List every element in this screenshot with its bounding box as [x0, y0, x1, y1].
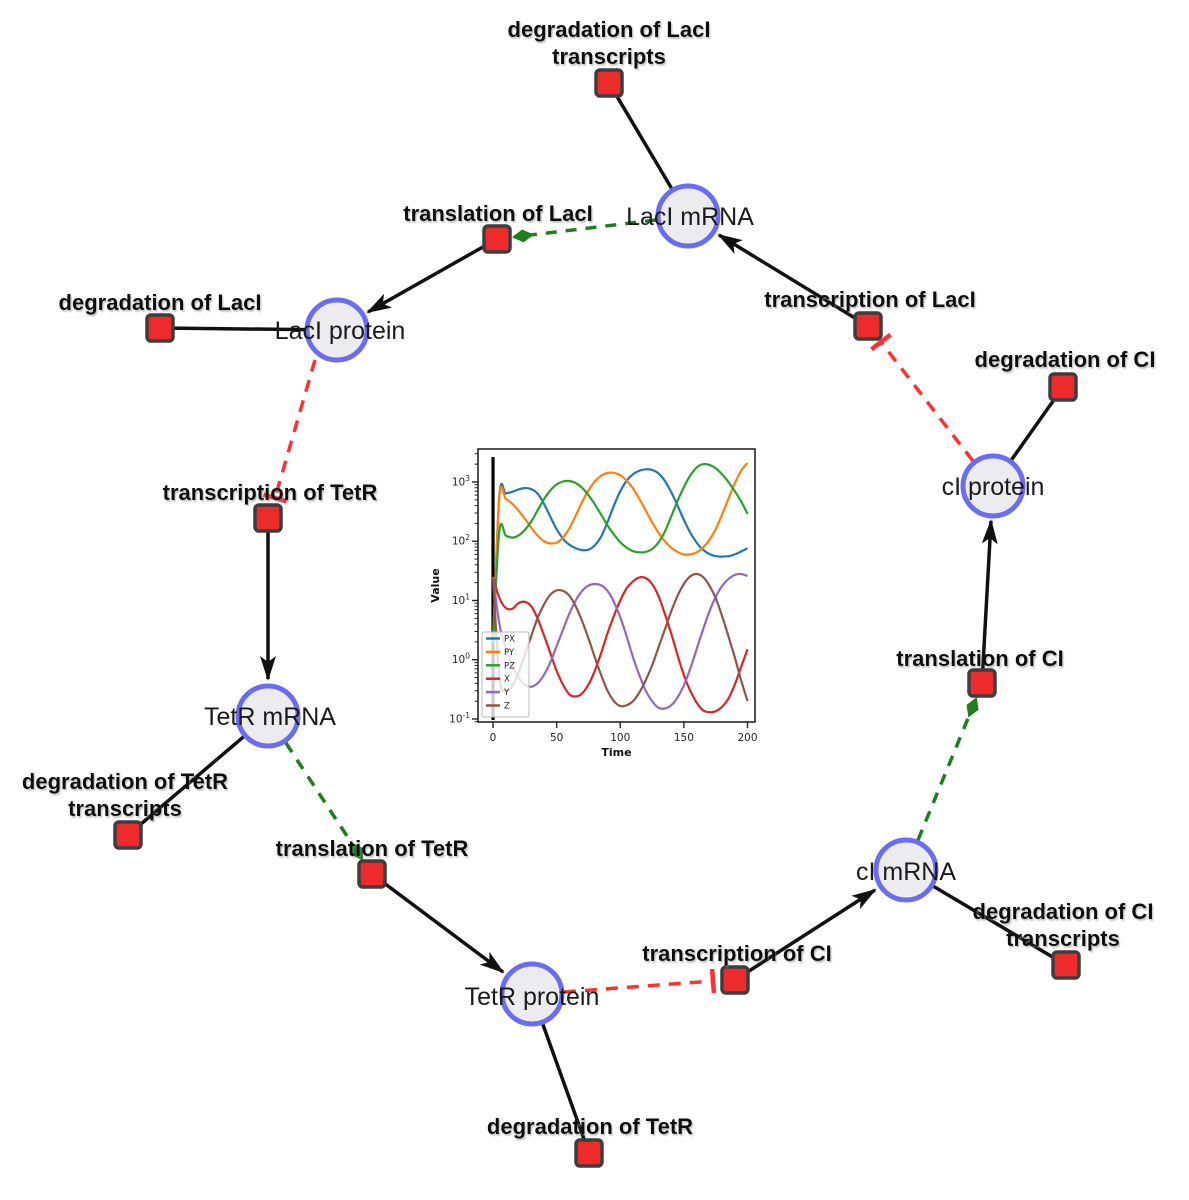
y-axis-label: Value	[429, 568, 442, 602]
edge-production-translation-of-laci-to-laci-protein	[366, 237, 498, 314]
reaction-label-degradation-of-tetr: degradation of TetR	[487, 1114, 693, 1139]
reaction-label-translation-of-ci: translation of CI	[896, 646, 1063, 671]
species-label-tetr-protein: TetR protein	[465, 983, 600, 1011]
x-tick-label: 50	[550, 732, 563, 744]
species-label-ci-protein: cI protein	[942, 473, 1045, 501]
reaction-node-translation-of-laci[interactable]	[482, 224, 512, 254]
reaction-label-transcription-of-ci: transcription of CI	[642, 941, 831, 966]
legend-label-X: X	[504, 675, 510, 685]
y-tick-label: 100	[452, 652, 470, 667]
reaction-label-transcription-of-tetr: transcription of TetR	[163, 480, 378, 505]
y-tick-label: 101	[452, 592, 470, 607]
edge-production-transcription-of-ci-to-ci-mrna	[734, 888, 877, 982]
reaction-node-degradation-of-tetr[interactable]	[574, 1138, 604, 1168]
reaction-label-degradation-of-laci: degradation of LacI	[59, 290, 262, 315]
series-line-Z	[491, 572, 749, 708]
edge-modifier-tetr-mrna-to-translation-of-tetr	[284, 742, 364, 861]
edge-modifier-ci-mrna-to-translation-of-ci	[916, 697, 979, 841]
legend-box	[481, 631, 530, 718]
species-label-ci-mrna: cI mRNA	[856, 858, 956, 886]
series-line-Y	[491, 572, 748, 710]
series-line-PX	[491, 468, 748, 642]
edge-inhibition-ci-protein-to-transcription-of-laci	[870, 332, 975, 463]
reaction-node-translation-of-tetr[interactable]	[357, 859, 387, 889]
edge-inhibition-laci-protein-to-transcription-of-tetr	[262, 359, 317, 504]
reaction-label-translation-of-tetr: translation of TetR	[276, 836, 469, 861]
x-tick-label: 100	[610, 732, 630, 744]
species-node-laci-mrna[interactable]	[655, 183, 721, 249]
reaction-label-degradation-of-tetr-transcripts: degradation of TetR transcripts	[22, 769, 228, 821]
species-node-ci-mrna[interactable]	[873, 837, 939, 903]
edge-production-transcription-of-laci-to-laci-mrna	[717, 233, 869, 328]
edge-modifier-laci-mrna-to-translation-of-laci	[512, 218, 657, 243]
reaction-node-degradation-of-ci-transcripts[interactable]	[1051, 950, 1081, 980]
species-node-ci-protein[interactable]	[960, 453, 1026, 519]
reaction-label-translation-of-laci: translation of LacI	[403, 201, 592, 226]
species-node-laci-protein[interactable]	[304, 297, 370, 363]
reaction-label-transcription-of-laci: transcription of LacI	[764, 287, 975, 312]
reaction-node-degradation-of-tetr-transcripts[interactable]	[113, 820, 143, 850]
x-tick-label: 200	[737, 732, 757, 744]
series-line-PZ	[491, 462, 749, 642]
timeseries-plot: 10-1 100 101 102 103 0 50 100 150 200 Time Value PX P…	[429, 448, 758, 759]
y-tick-label: 102	[452, 533, 470, 548]
species-node-tetr-mrna[interactable]	[235, 683, 301, 749]
reaction-node-degradation-of-laci[interactable]	[145, 313, 175, 343]
edge-production-translation-of-ci-to-ci-protein	[980, 519, 998, 684]
legend-label-PY: PY	[504, 648, 515, 658]
x-tick-label: 150	[674, 732, 694, 744]
legend-label-Y: Y	[503, 688, 510, 698]
species-label-tetr-mrna: TetR mRNA	[204, 703, 336, 731]
legend-label-Z: Z	[504, 702, 510, 712]
y-tick-label: 103	[452, 474, 470, 489]
y-tick-label: 10-1	[449, 711, 470, 726]
legend-label-PX: PX	[504, 635, 515, 645]
species-node-tetr-protein[interactable]	[499, 961, 565, 1027]
legend-label-PZ: PZ	[504, 661, 515, 671]
series-line-PY	[491, 462, 749, 642]
reaction-node-transcription-of-ci[interactable]	[720, 965, 750, 995]
species-label-laci-mrna: LacI mRNA	[626, 203, 754, 231]
reaction-label-degradation-of-laci-transcripts: degradation of LacI transcripts	[508, 17, 711, 69]
reaction-label-degradation-of-ci: degradation of CI	[975, 347, 1156, 372]
plot-frame	[477, 448, 756, 723]
reaction-node-transcription-of-laci[interactable]	[853, 311, 883, 341]
reaction-node-degradation-of-laci-transcripts[interactable]	[594, 68, 624, 98]
x-axis-label: Time	[601, 746, 631, 759]
reaction-node-translation-of-ci[interactable]	[967, 668, 997, 698]
species-label-laci-protein: LacI protein	[275, 317, 406, 345]
series-line-X	[491, 575, 749, 714]
reaction-label-degradation-of-ci-transcripts: degradation of CI transcripts	[973, 899, 1154, 951]
edge-inhibition-tetr-protein-to-transcription-of-ci	[563, 968, 717, 994]
reaction-node-transcription-of-tetr[interactable]	[253, 503, 283, 533]
x-tick-label: 0	[490, 732, 497, 744]
edge-production-translation-of-tetr-to-tetr-protein	[370, 872, 505, 974]
reaction-node-degradation-of-ci[interactable]	[1048, 372, 1078, 402]
